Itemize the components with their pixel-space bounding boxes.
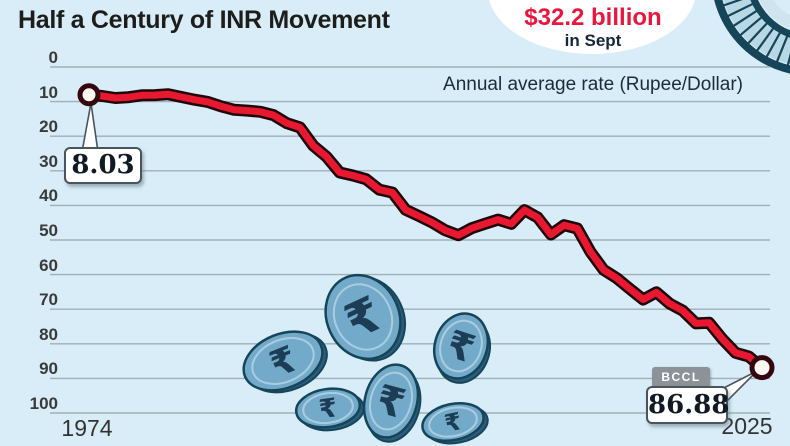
y-tick-label: 0	[48, 48, 58, 67]
rupee-symbol: ₹	[442, 407, 464, 438]
x-axis-label-end: 2025	[721, 413, 773, 439]
rate-line-outline	[83, 88, 768, 374]
corner-coin-icon	[714, 0, 790, 74]
y-tick-label: 60	[39, 255, 58, 275]
start-marker	[77, 83, 101, 107]
y-tick-label: 80	[39, 324, 58, 344]
y-tick-label: 20	[39, 117, 58, 137]
y-tick-label: 10	[39, 82, 58, 102]
series-label: Annual average rate (Rupee/Dollar)	[443, 74, 743, 95]
rupee-coin-icon: ₹	[242, 330, 328, 394]
highlight-period: in Sept	[564, 31, 622, 50]
rate-line	[85, 90, 766, 372]
callout-start-tail	[81, 102, 99, 153]
callout-end-value: 86.88	[646, 386, 729, 424]
rupee-coin-icon: ₹	[421, 402, 489, 445]
gridlines	[50, 66, 770, 414]
y-tick-label: 30	[39, 151, 58, 171]
y-tick-label: 50	[39, 221, 58, 240]
rupee-coin-icon: ₹	[433, 312, 491, 384]
y-tick-label: 100	[29, 394, 58, 413]
highlight-amount: $32.2 billion	[524, 4, 662, 31]
rupee-coin-icon: ₹	[324, 273, 406, 362]
rupee-coin-icon: ₹	[362, 363, 422, 443]
y-tick-label: 70	[39, 290, 58, 310]
highlight-bubble	[489, 0, 695, 54]
x-axis-label-start: 1974	[61, 415, 113, 441]
rupee-symbol: ₹	[317, 393, 339, 425]
callout-start-value: 8.03	[64, 147, 142, 184]
highlight-stat: $32.2 billion in Sept	[492, 4, 694, 51]
page-title: Half a Century of INR Movement	[18, 6, 390, 34]
y-tick-label: 40	[39, 186, 58, 206]
rupee-coin-icon: ₹	[294, 387, 365, 432]
y-tick-label: 90	[39, 359, 58, 379]
end-marker	[749, 355, 775, 381]
